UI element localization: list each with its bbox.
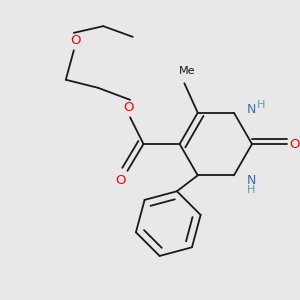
Text: O: O [124, 101, 134, 114]
Text: N: N [247, 103, 256, 116]
Text: H: H [257, 100, 266, 110]
Text: N: N [247, 174, 256, 187]
Text: O: O [116, 174, 126, 187]
Text: O: O [290, 137, 300, 151]
Text: O: O [70, 34, 80, 46]
Text: H: H [247, 185, 255, 195]
Text: Me: Me [179, 66, 195, 76]
